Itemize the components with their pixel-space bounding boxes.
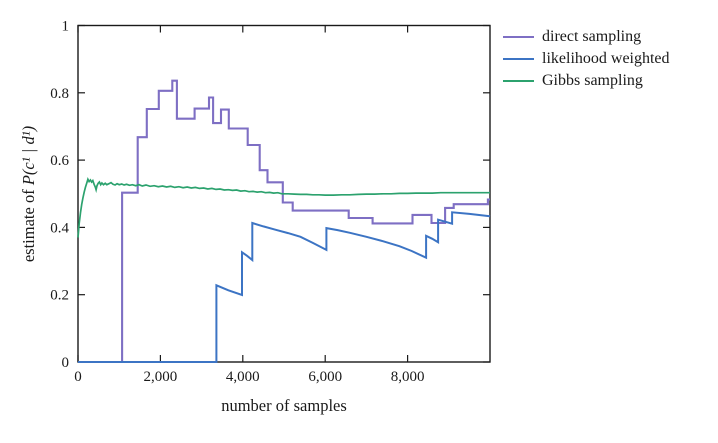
y-tick-label: 0.8 bbox=[50, 86, 69, 102]
x-tick-label: 4,000 bbox=[226, 369, 260, 385]
legend-item-likelihood-weighted: likelihood weighted bbox=[503, 48, 670, 70]
legend-line-icon bbox=[503, 58, 534, 60]
legend-item-direct-sampling: direct sampling bbox=[503, 26, 670, 48]
y-axis-label: estimate of P(c¹ | d¹) bbox=[19, 126, 39, 262]
y-tick-label: 0.2 bbox=[50, 288, 69, 304]
x-tick-label: 2,000 bbox=[144, 369, 178, 385]
legend: direct sampling likelihood weighted Gibb… bbox=[503, 26, 670, 92]
y-tick-label: 0 bbox=[62, 355, 70, 371]
plot-frame bbox=[77, 24, 491, 363]
x-tick-label: 8,000 bbox=[391, 369, 425, 385]
legend-label: direct sampling bbox=[542, 28, 642, 45]
y-tick-label: 1 bbox=[62, 19, 70, 35]
series-line-Gibbs-sampling bbox=[77, 177, 490, 238]
y-axis-label-math: P(c¹ | d¹) bbox=[19, 125, 38, 186]
y-axis-label-prefix: estimate of bbox=[19, 185, 38, 263]
y-tick-label: 0.6 bbox=[50, 153, 69, 169]
series-line-likelihood-weighted bbox=[78, 211, 491, 363]
legend-line-icon bbox=[503, 36, 534, 38]
x-tick-label: 0 bbox=[74, 369, 82, 385]
x-tick-label: 6,000 bbox=[308, 369, 342, 385]
y-tick-label: 0.4 bbox=[50, 220, 69, 236]
legend-item-gibbs-sampling: Gibbs sampling bbox=[503, 70, 670, 92]
legend-label: likelihood weighted bbox=[542, 50, 670, 67]
x-axis-label: number of samples bbox=[221, 396, 347, 415]
series-line-direct-sampling bbox=[78, 79, 490, 364]
legend-line-icon bbox=[503, 80, 534, 82]
legend-label: Gibbs sampling bbox=[542, 72, 643, 89]
